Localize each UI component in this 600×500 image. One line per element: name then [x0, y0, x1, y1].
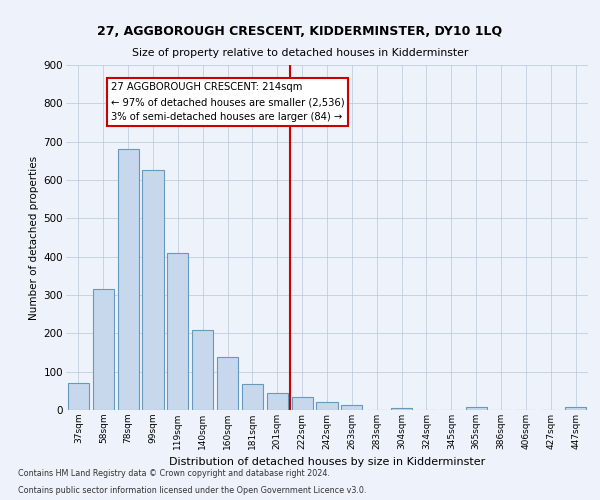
Text: Contains public sector information licensed under the Open Government Licence v3: Contains public sector information licen…: [18, 486, 367, 495]
Bar: [466, 408, 487, 410]
Bar: [242, 384, 263, 410]
Text: 27, AGGBOROUGH CRESCENT, KIDDERMINSTER, DY10 1LQ: 27, AGGBOROUGH CRESCENT, KIDDERMINSTER, …: [97, 25, 503, 38]
Bar: [142, 170, 164, 410]
Bar: [292, 398, 313, 410]
Bar: [68, 383, 89, 410]
Bar: [391, 408, 412, 410]
Bar: [341, 406, 362, 410]
Bar: [217, 357, 238, 410]
Bar: [316, 402, 338, 410]
Bar: [118, 150, 139, 410]
X-axis label: Distribution of detached houses by size in Kidderminster: Distribution of detached houses by size …: [169, 458, 485, 468]
Text: 27 AGGBOROUGH CRESCENT: 214sqm
← 97% of detached houses are smaller (2,536)
3% o: 27 AGGBOROUGH CRESCENT: 214sqm ← 97% of …: [111, 82, 344, 122]
Y-axis label: Number of detached properties: Number of detached properties: [29, 156, 40, 320]
Bar: [565, 408, 586, 410]
Bar: [167, 253, 188, 410]
Bar: [192, 330, 213, 410]
Text: Contains HM Land Registry data © Crown copyright and database right 2024.: Contains HM Land Registry data © Crown c…: [18, 468, 330, 477]
Bar: [267, 393, 288, 410]
Text: Size of property relative to detached houses in Kidderminster: Size of property relative to detached ho…: [132, 48, 468, 58]
Bar: [93, 289, 114, 410]
